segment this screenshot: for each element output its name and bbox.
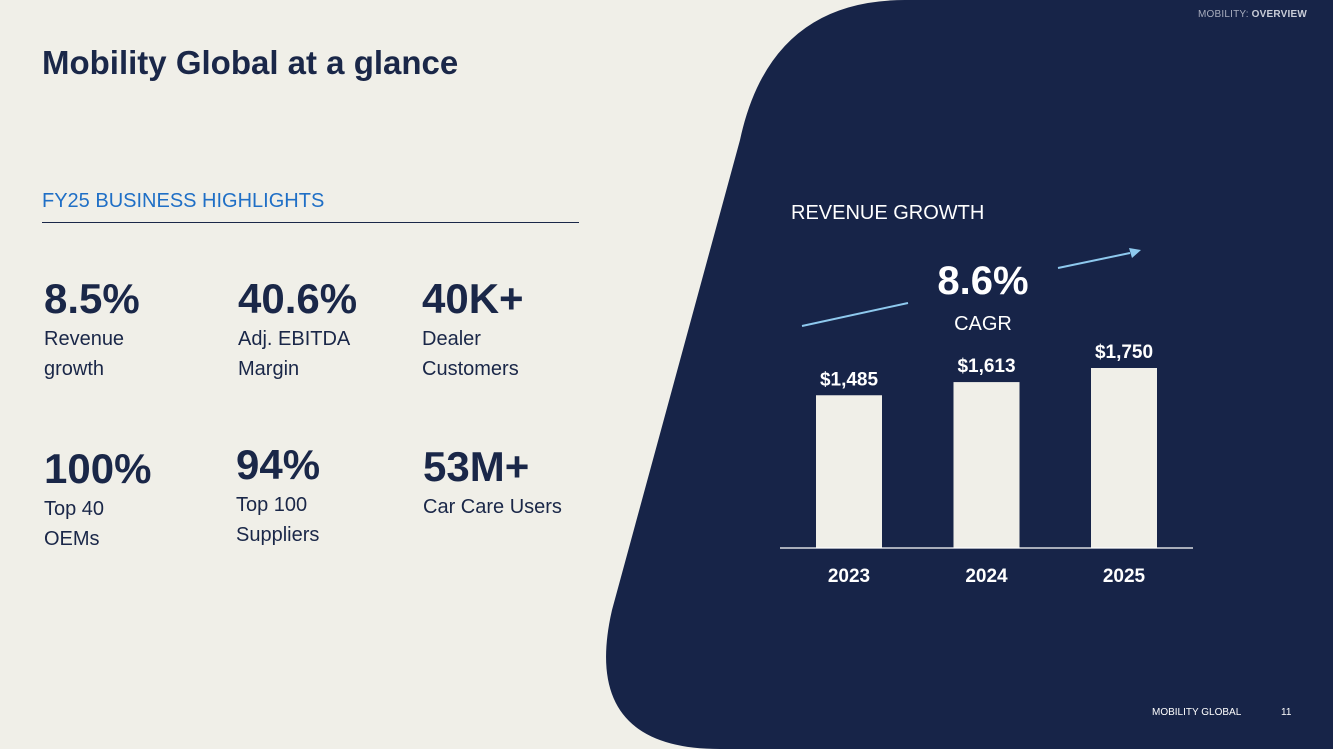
- metric-label: Revenue growth: [44, 328, 125, 381]
- x-tick-label: 2024: [965, 566, 1008, 587]
- cagr-value: 8.6%: [937, 259, 1028, 303]
- chart-title: REVENUE GROWTH: [791, 202, 984, 224]
- metric-value: 8.5%: [44, 275, 140, 322]
- bar-value-label: $1,613: [957, 356, 1015, 377]
- metric-dealer-customers: 40K+ Dealer Customers: [422, 275, 542, 384]
- x-tick-label: 2023: [828, 566, 870, 587]
- metric-value: 53M+: [423, 443, 530, 490]
- metric-label: Top 40 OEMs: [44, 498, 105, 551]
- metric-top-oems: 100% Top 40 OEMs: [44, 445, 152, 554]
- metric-value: 40K+: [422, 275, 524, 322]
- cagr-label: CAGR: [954, 313, 1012, 335]
- metric-label: Top 100 Suppliers: [236, 494, 320, 547]
- highlights-heading: FY25 BUSINESS HIGHLIGHTS: [42, 190, 579, 223]
- metric-label: Adj. EBITDA Margin: [238, 328, 350, 381]
- metric-label: Car Care Users: [423, 496, 562, 519]
- cagr-arrow-left-segment: [801, 302, 909, 327]
- x-tick-label: 2025: [1103, 566, 1146, 587]
- metric-top-suppliers: 94% Top 100 Suppliers: [236, 441, 346, 550]
- bar-value-label: $1,750: [1095, 342, 1153, 363]
- section-label: MOBILITY: OVERVIEW: [1198, 9, 1307, 20]
- metric-ebitda-margin: 40.6% Adj. EBITDA Margin: [238, 275, 368, 384]
- metric-value: 40.6%: [238, 275, 358, 322]
- bar-2024: [953, 382, 1020, 548]
- footer-company: MOBILITY GLOBAL: [1152, 707, 1242, 718]
- bar-value-label: $1,485: [820, 369, 879, 390]
- bar-2025: [1091, 368, 1157, 548]
- metric-label: Dealer Customers: [422, 328, 519, 381]
- cagr-arrowhead-icon: [1129, 248, 1141, 258]
- metric-revenue-growth: 8.5% Revenue growth: [44, 275, 154, 384]
- section-label-prefix: MOBILITY:: [1197, 9, 1249, 20]
- metric-value: 94%: [236, 441, 321, 488]
- page-title: Mobility Global at a glance: [42, 44, 459, 81]
- metric-car-care-users: 53M+ Car Care Users: [423, 443, 613, 522]
- bar-2023: [816, 395, 882, 548]
- cagr-arrow-right-segment: [1057, 252, 1131, 269]
- section-label-bold: OVERVIEW: [1251, 9, 1307, 20]
- footer-page-number: 11: [1281, 707, 1292, 718]
- bars-group: $1,485 2023 $1,613 2024 $1,750 2025: [816, 342, 1157, 587]
- metric-value: 100%: [44, 445, 152, 492]
